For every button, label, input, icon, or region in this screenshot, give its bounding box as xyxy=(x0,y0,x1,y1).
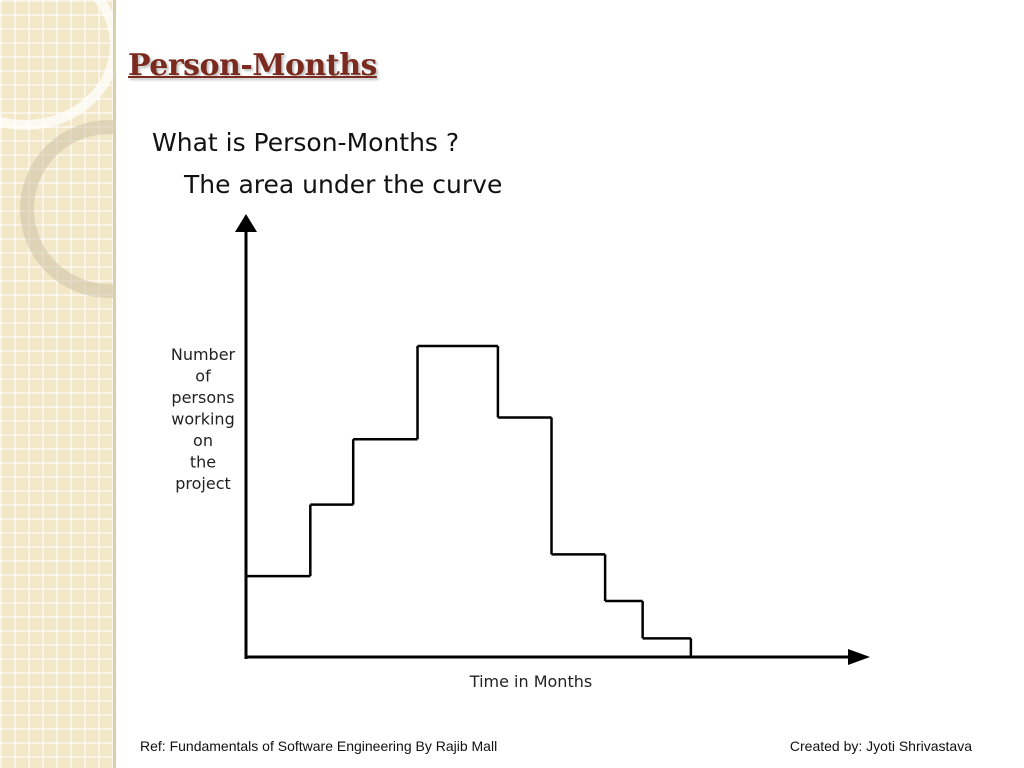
y-axis-label-line: Number xyxy=(171,345,236,364)
y-axis-arrow xyxy=(235,214,257,232)
answer-text: The area under the curve xyxy=(184,170,503,199)
question-text: What is Person-Months ? xyxy=(152,128,460,157)
y-axis-label-line: of xyxy=(195,367,211,386)
chart-plot-area: Number of persons working on the project Time i… xyxy=(171,214,870,691)
x-axis-label: Time in Months xyxy=(469,672,592,691)
slide-title: Person-Months xyxy=(128,48,377,83)
decorative-ring xyxy=(0,0,113,130)
x-axis-arrow xyxy=(848,649,870,665)
decorative-ring xyxy=(20,120,113,298)
y-axis-label-line: the xyxy=(190,453,216,472)
footer-credit: Created by: Jyoti Shrivastava xyxy=(789,738,972,754)
y-axis-label-line: working xyxy=(171,410,234,429)
y-axis-label-line: persons xyxy=(171,388,234,407)
step-chart: Number of persons working on the project Time i… xyxy=(171,214,870,691)
decorative-sidebar xyxy=(0,0,113,768)
sidebar-divider xyxy=(113,0,116,768)
y-axis-label-line: on xyxy=(193,431,213,450)
y-axis-label-line: project xyxy=(175,474,231,493)
footer-reference: Ref: Fundamentals of Software Engineerin… xyxy=(140,738,498,754)
